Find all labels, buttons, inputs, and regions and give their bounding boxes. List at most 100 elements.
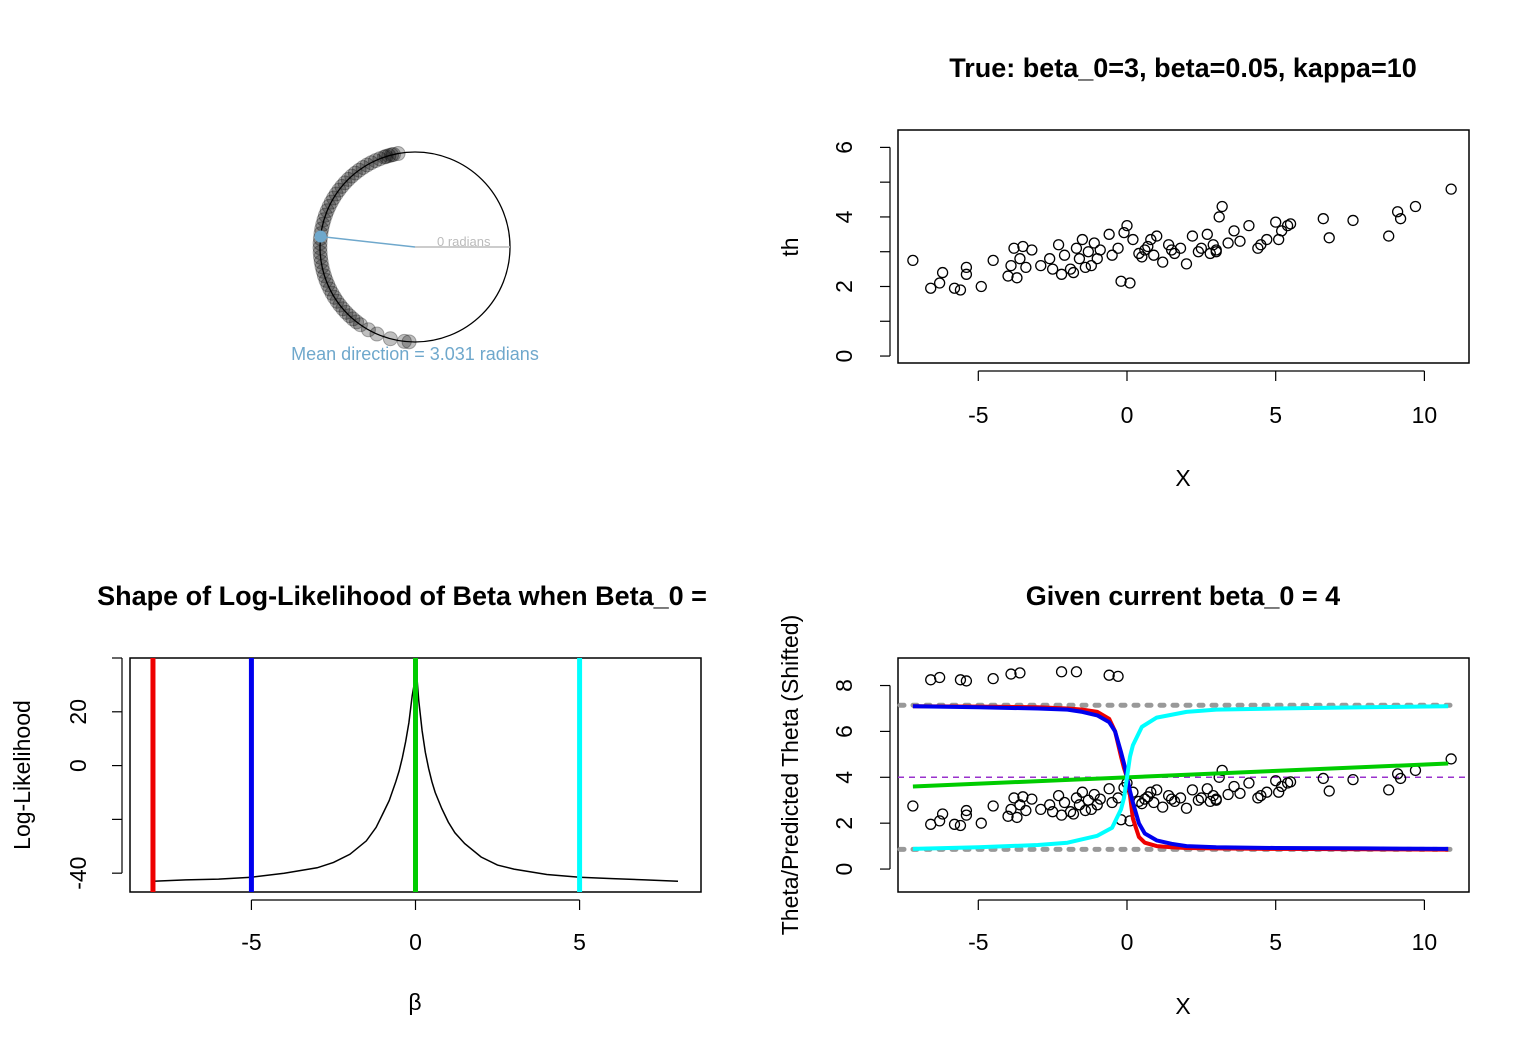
angle-point bbox=[313, 249, 329, 265]
data-point bbox=[1234, 235, 1246, 247]
data-point bbox=[1070, 242, 1083, 254]
prediction-line bbox=[912, 761, 1449, 789]
data-point bbox=[960, 268, 973, 280]
angle-point bbox=[331, 182, 347, 198]
angle-point bbox=[314, 259, 330, 275]
data-point bbox=[954, 819, 967, 832]
x-tick-label: -5 bbox=[968, 402, 988, 428]
data-point bbox=[1273, 786, 1285, 798]
data-point bbox=[1115, 275, 1127, 287]
data-point bbox=[1011, 811, 1023, 824]
data-point bbox=[1409, 200, 1422, 213]
angle-point bbox=[340, 171, 356, 187]
data-point bbox=[1148, 796, 1160, 809]
angle-point bbox=[316, 268, 332, 284]
angle-point bbox=[316, 212, 332, 228]
data-point bbox=[1383, 230, 1395, 242]
data-point bbox=[1270, 216, 1282, 228]
data-point bbox=[987, 672, 999, 685]
data-point bbox=[1079, 804, 1092, 817]
data-point bbox=[1139, 244, 1151, 256]
angle-point bbox=[385, 146, 401, 162]
data-point bbox=[1136, 251, 1148, 263]
angle-point bbox=[378, 149, 394, 165]
data-point bbox=[960, 261, 973, 274]
angle-point bbox=[329, 293, 345, 309]
angle-point bbox=[334, 178, 350, 194]
circular-plot: Mean direction = 3.031 radians 0 radians bbox=[291, 146, 539, 364]
data-point bbox=[1067, 266, 1080, 279]
log-likelihood-plot: Shape of Log-Likelihood of Beta when Bet… bbox=[9, 581, 707, 1015]
data-point bbox=[1391, 206, 1404, 218]
data-point bbox=[1076, 786, 1089, 798]
data-point bbox=[1064, 806, 1077, 818]
data-point bbox=[1082, 246, 1094, 258]
data-point bbox=[1121, 219, 1133, 232]
data-point bbox=[1052, 239, 1065, 251]
data-point bbox=[1195, 242, 1207, 254]
data-point bbox=[1064, 263, 1077, 275]
data-point bbox=[975, 280, 987, 293]
data-point bbox=[1020, 804, 1032, 817]
x-tick-label: 10 bbox=[1412, 402, 1438, 428]
data-point bbox=[1210, 244, 1222, 256]
plot-frame bbox=[897, 129, 1470, 364]
y-tick-label: 2 bbox=[831, 280, 857, 293]
y-tick-label: 0 bbox=[831, 350, 857, 363]
data-point bbox=[1091, 799, 1103, 811]
data-point bbox=[1035, 803, 1047, 816]
data-point bbox=[1035, 259, 1047, 272]
data-point bbox=[1162, 789, 1175, 802]
data-point bbox=[1058, 796, 1071, 809]
data-point bbox=[1165, 244, 1178, 256]
data-point bbox=[933, 671, 946, 684]
data-point bbox=[1005, 803, 1017, 816]
data-point bbox=[1148, 249, 1160, 261]
data-point bbox=[1201, 228, 1213, 240]
y-tick-label: -40 bbox=[65, 857, 91, 890]
data-point bbox=[1261, 233, 1273, 246]
data-point bbox=[948, 282, 961, 294]
x-tick-label: 10 bbox=[1412, 929, 1438, 955]
data-point bbox=[1222, 788, 1234, 801]
data-point bbox=[1052, 789, 1065, 802]
y-tick-label: 8 bbox=[831, 679, 857, 692]
data-point bbox=[1168, 795, 1181, 808]
data-point bbox=[1044, 253, 1056, 265]
data-point bbox=[1228, 225, 1240, 237]
angle-point bbox=[323, 194, 339, 210]
data-point bbox=[1216, 200, 1228, 213]
data-point bbox=[1394, 213, 1407, 225]
data-point bbox=[1213, 211, 1225, 223]
data-point bbox=[1210, 793, 1222, 805]
chart-title: Shape of Log-Likelihood of Beta when Bet… bbox=[97, 581, 707, 611]
data-point bbox=[1005, 259, 1017, 272]
angle-point bbox=[315, 263, 331, 279]
data-point bbox=[1180, 258, 1193, 270]
x-axis-label: X bbox=[1175, 465, 1190, 491]
angle-point bbox=[382, 331, 398, 347]
angle-point bbox=[326, 190, 342, 206]
data-point bbox=[1112, 670, 1124, 683]
angle-point bbox=[384, 147, 400, 163]
data-point bbox=[1222, 237, 1234, 249]
angle-point bbox=[345, 311, 361, 327]
data-point bbox=[975, 817, 987, 829]
y-tick-label: 6 bbox=[831, 725, 857, 738]
data-point bbox=[1234, 787, 1246, 800]
data-point bbox=[987, 800, 999, 812]
angle-point bbox=[322, 281, 338, 297]
data-point bbox=[1145, 786, 1157, 798]
data-point bbox=[1046, 263, 1059, 275]
angle-point bbox=[369, 326, 385, 342]
angle-point bbox=[396, 333, 412, 349]
data-point bbox=[1157, 256, 1169, 268]
data-point bbox=[1008, 792, 1020, 804]
angle-point bbox=[381, 148, 397, 164]
data-point bbox=[1094, 793, 1106, 805]
prediction-line bbox=[912, 704, 1449, 851]
data-point bbox=[987, 254, 999, 267]
data-point bbox=[1186, 230, 1199, 242]
y-axis-label: Log-Likelihood bbox=[9, 700, 35, 850]
